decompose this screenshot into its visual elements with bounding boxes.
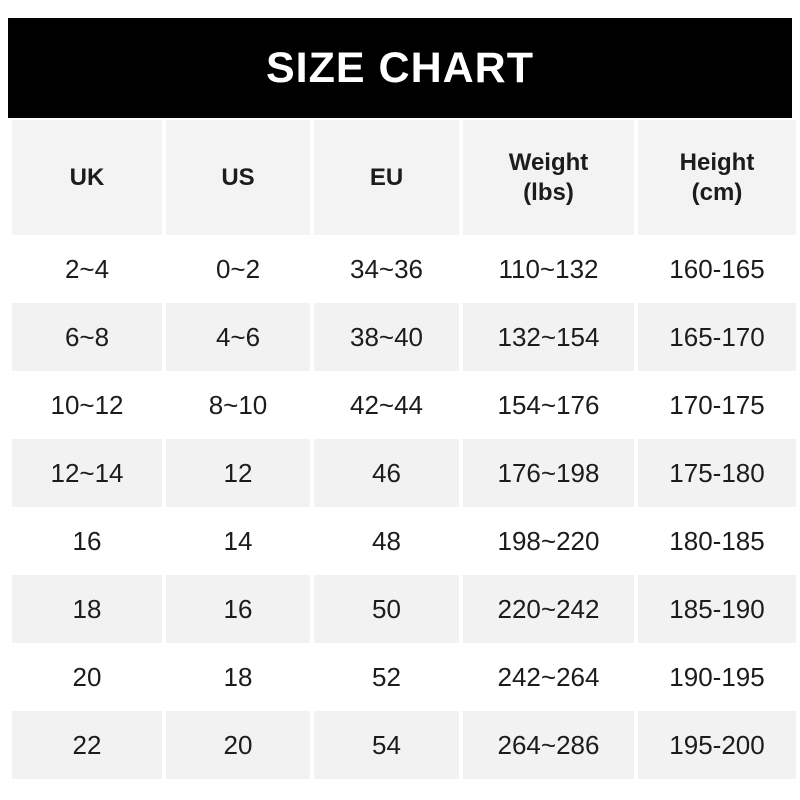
cell-weight: 220~242 bbox=[463, 575, 634, 643]
cell-weight: 110~132 bbox=[463, 235, 634, 303]
cell-eu: 52 bbox=[314, 643, 459, 711]
cell-us: 16 bbox=[166, 575, 310, 643]
cell-height: 170-175 bbox=[638, 371, 796, 439]
cell-uk: 16 bbox=[12, 507, 162, 575]
table-row: 2~4 0~2 34~36 110~132 160-165 bbox=[12, 235, 796, 303]
cell-us: 12 bbox=[166, 439, 310, 507]
cell-weight: 264~286 bbox=[463, 711, 634, 779]
cell-eu: 50 bbox=[314, 575, 459, 643]
cell-height: 190-195 bbox=[638, 643, 796, 711]
cell-uk: 2~4 bbox=[12, 235, 162, 303]
cell-eu: 48 bbox=[314, 507, 459, 575]
cell-height: 160-165 bbox=[638, 235, 796, 303]
size-chart-table: UK US EU Weight (lbs) Height (cm) bbox=[8, 120, 800, 779]
cell-weight: 132~154 bbox=[463, 303, 634, 371]
table-row: 20 18 52 242~264 190-195 bbox=[12, 643, 796, 711]
cell-eu: 38~40 bbox=[314, 303, 459, 371]
cell-weight: 154~176 bbox=[463, 371, 634, 439]
table-row: 18 16 50 220~242 185-190 bbox=[12, 575, 796, 643]
cell-height: 165-170 bbox=[638, 303, 796, 371]
column-header-height-line1: Height bbox=[679, 149, 755, 177]
cell-us: 18 bbox=[166, 643, 310, 711]
cell-uk: 12~14 bbox=[12, 439, 162, 507]
cell-eu: 42~44 bbox=[314, 371, 459, 439]
cell-uk: 22 bbox=[12, 711, 162, 779]
cell-us: 14 bbox=[166, 507, 310, 575]
cell-weight: 176~198 bbox=[463, 439, 634, 507]
column-header-us: US bbox=[166, 120, 310, 235]
column-header-eu-line1: EU bbox=[369, 163, 404, 191]
title-bar: SIZE CHART bbox=[8, 18, 792, 118]
table-row: 22 20 54 264~286 195-200 bbox=[12, 711, 796, 779]
cell-eu: 46 bbox=[314, 439, 459, 507]
cell-uk: 18 bbox=[12, 575, 162, 643]
column-header-us-line1: US bbox=[221, 163, 255, 191]
cell-uk: 10~12 bbox=[12, 371, 162, 439]
table-header-row: UK US EU Weight (lbs) Height (cm) bbox=[12, 120, 796, 235]
cell-uk: 6~8 bbox=[12, 303, 162, 371]
column-header-weight-line2: (lbs) bbox=[523, 178, 574, 206]
cell-us: 20 bbox=[166, 711, 310, 779]
table-body: 2~4 0~2 34~36 110~132 160-165 6~8 4~6 38… bbox=[12, 235, 796, 779]
table-row: 12~14 12 46 176~198 175-180 bbox=[12, 439, 796, 507]
table-row: 16 14 48 198~220 180-185 bbox=[12, 507, 796, 575]
cell-us: 0~2 bbox=[166, 235, 310, 303]
cell-us: 8~10 bbox=[166, 371, 310, 439]
cell-eu: 54 bbox=[314, 711, 459, 779]
column-header-height: Height (cm) bbox=[638, 120, 796, 235]
cell-weight: 198~220 bbox=[463, 507, 634, 575]
cell-us: 4~6 bbox=[166, 303, 310, 371]
cell-height: 195-200 bbox=[638, 711, 796, 779]
cell-weight: 242~264 bbox=[463, 643, 634, 711]
cell-uk: 20 bbox=[12, 643, 162, 711]
column-header-weight: Weight (lbs) bbox=[463, 120, 634, 235]
cell-height: 180-185 bbox=[638, 507, 796, 575]
cell-height: 175-180 bbox=[638, 439, 796, 507]
page-title: SIZE CHART bbox=[266, 43, 534, 92]
column-header-uk-line1: UK bbox=[69, 163, 105, 191]
cell-height: 185-190 bbox=[638, 575, 796, 643]
column-header-weight-line1: Weight bbox=[508, 149, 589, 177]
column-header-eu: EU bbox=[314, 120, 459, 235]
column-header-height-line2: (cm) bbox=[691, 178, 743, 206]
cell-eu: 34~36 bbox=[314, 235, 459, 303]
table-row: 10~12 8~10 42~44 154~176 170-175 bbox=[12, 371, 796, 439]
column-header-uk: UK bbox=[12, 120, 162, 235]
table-row: 6~8 4~6 38~40 132~154 165-170 bbox=[12, 303, 796, 371]
